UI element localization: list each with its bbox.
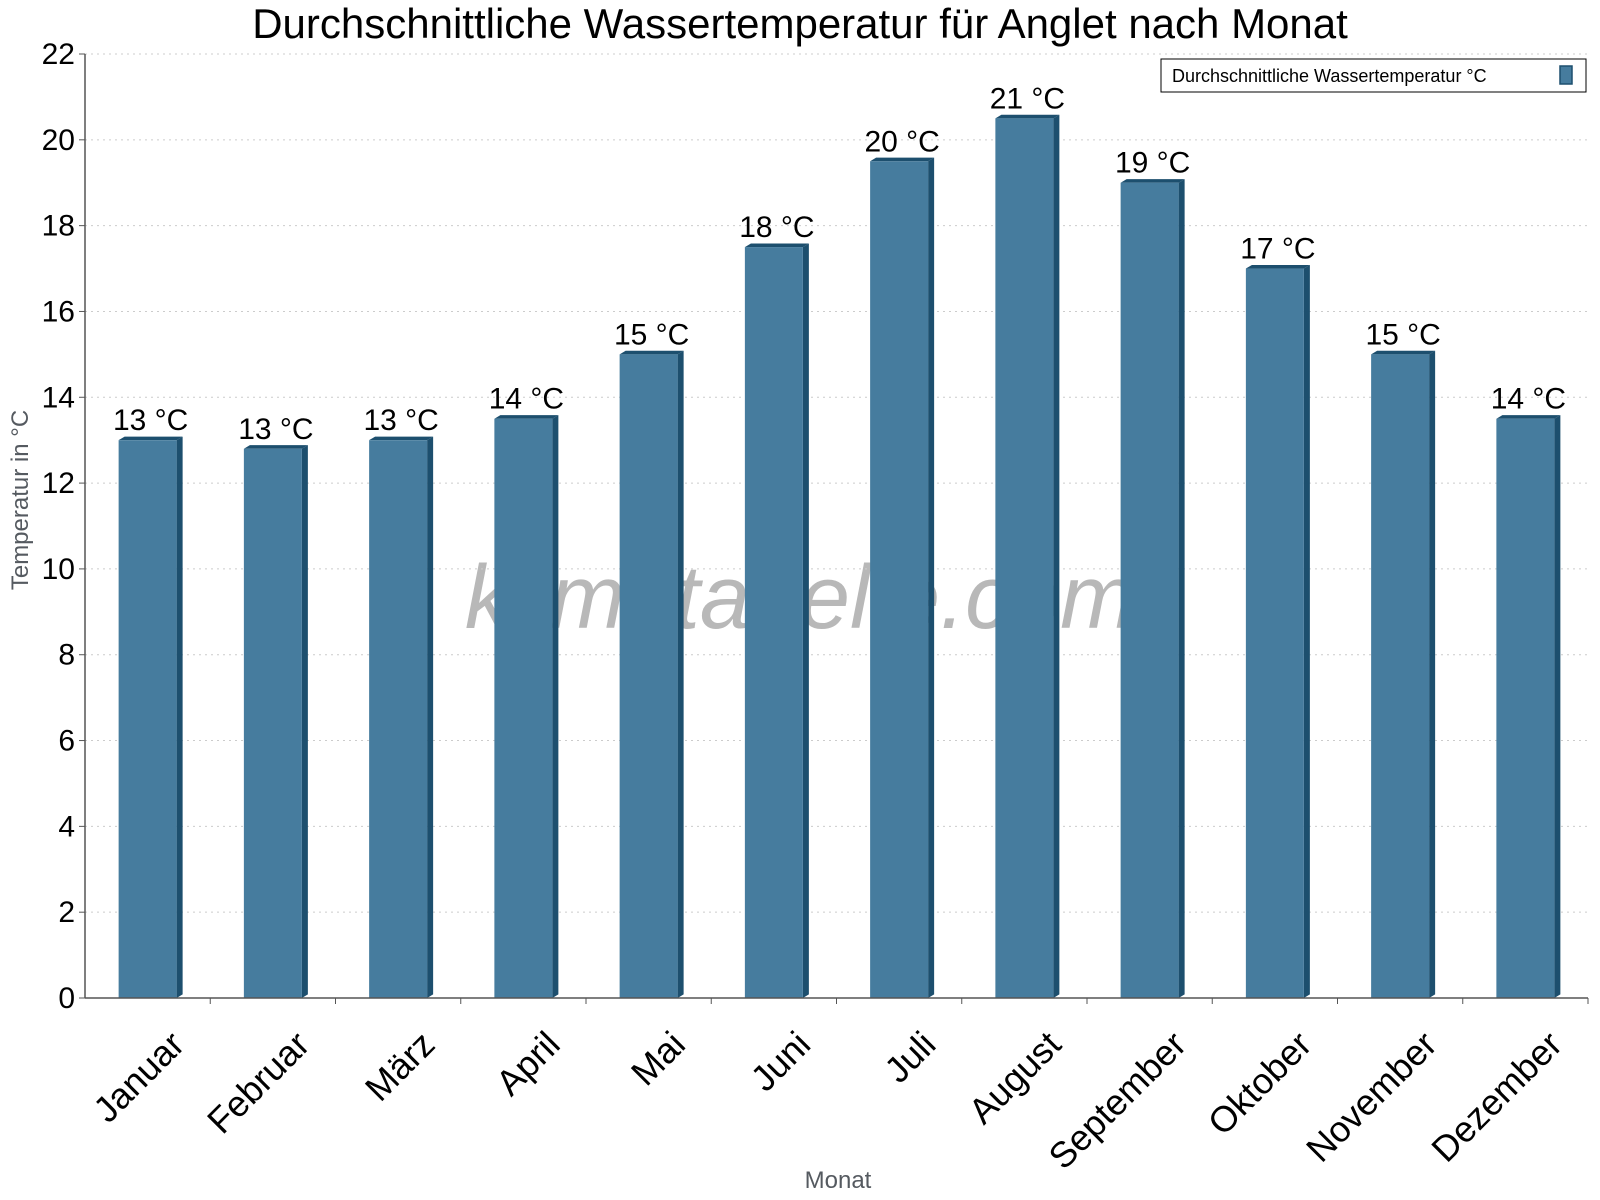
x-tick-label: Juni: [743, 1023, 819, 1099]
bar-top: [494, 415, 559, 419]
x-tick-label: März: [357, 1023, 443, 1109]
data-label: 14 °C: [489, 383, 564, 416]
bar-februar: [243, 445, 308, 998]
x-tick-label: April: [488, 1023, 568, 1103]
y-tick-label: 18: [42, 210, 75, 243]
x-tick-label: Dezember: [1423, 1023, 1569, 1169]
data-label: 13 °C: [113, 404, 188, 437]
bar-side: [427, 436, 434, 999]
legend-label: Durchschnittliche Wassertemperatur °C: [1172, 66, 1487, 86]
y-tick-label: 20: [42, 124, 75, 157]
x-tick-label: November: [1298, 1023, 1444, 1169]
bar-top: [1496, 415, 1561, 419]
bar-side: [176, 436, 183, 999]
data-label: 14 °C: [1491, 383, 1566, 416]
y-tick-label: 8: [58, 639, 75, 672]
data-label: 18 °C: [739, 211, 814, 244]
bar-august: [995, 114, 1060, 999]
bar-oktober: [1245, 264, 1310, 999]
x-tick-label: Februar: [199, 1023, 317, 1141]
bar-side: [928, 157, 935, 998]
y-tick-label: 6: [58, 725, 75, 758]
data-label: 17 °C: [1240, 233, 1315, 266]
bar-side: [301, 445, 308, 998]
data-label: 15 °C: [1365, 318, 1440, 351]
data-label: 21 °C: [990, 82, 1065, 115]
bar-top: [118, 436, 183, 441]
bar-face: [1371, 354, 1430, 998]
bar-face: [619, 354, 678, 998]
bar-face: [1245, 268, 1304, 999]
axes: [79, 53, 1589, 1004]
data-label: 15 °C: [614, 318, 689, 351]
grid-lines: [85, 53, 1588, 913]
bar-side: [552, 415, 559, 998]
y-tick-label: 12: [42, 467, 75, 500]
bar-top: [1371, 350, 1436, 355]
bar-face: [494, 418, 553, 998]
x-tick-label: September: [1040, 1023, 1194, 1177]
legend-swatch: [1559, 65, 1573, 85]
bar-top: [619, 350, 684, 355]
bar-mai: [619, 350, 684, 998]
bar-face: [995, 118, 1054, 998]
data-label: 20 °C: [864, 125, 939, 158]
bars: [118, 114, 1561, 999]
bar-face: [118, 440, 177, 998]
legend-box: [1160, 58, 1587, 93]
bar-side: [1554, 415, 1561, 998]
y-tick-label: 4: [58, 810, 75, 843]
x-axis-label: Monat: [805, 1167, 872, 1194]
bar-top: [369, 436, 434, 441]
bar-face: [744, 247, 803, 998]
legend: Durchschnittliche Wassertemperatur °C: [1160, 58, 1587, 93]
x-tick-label: Juli: [876, 1023, 943, 1090]
x-tick-label: Januar: [85, 1023, 192, 1130]
data-label: 13 °C: [238, 413, 313, 446]
bar-november: [1371, 350, 1436, 998]
bar-side: [1053, 114, 1060, 999]
bar-face: [870, 161, 929, 999]
y-tick-label: 10: [42, 553, 75, 586]
y-axis-label: Temperatur in °C: [7, 410, 34, 590]
bar-face: [243, 448, 302, 998]
bar-april: [494, 415, 559, 998]
bar-top: [995, 114, 1060, 119]
bar-face: [369, 440, 428, 998]
bar-side: [1178, 179, 1185, 999]
chart-title: Durchschnittliche Wassertemperatur für A…: [252, 0, 1348, 47]
bar-juli: [870, 157, 935, 999]
x-tick-label: Mai: [623, 1023, 693, 1093]
bar-juni: [744, 243, 809, 998]
bar-side: [1429, 350, 1436, 998]
data-label: 13 °C: [363, 404, 438, 437]
bar-side: [677, 350, 684, 998]
y-tick-label: 0: [58, 982, 75, 1015]
data-label: 19 °C: [1115, 147, 1190, 180]
x-tick-label: August: [960, 1023, 1068, 1131]
bar-januar: [118, 436, 183, 999]
bar-top: [744, 243, 809, 248]
bar-dezember: [1496, 415, 1561, 998]
bar-september: [1120, 179, 1185, 999]
bar-side: [1303, 264, 1310, 999]
y-tick-label: 16: [42, 295, 75, 328]
x-tick-label: Oktober: [1200, 1023, 1320, 1143]
y-tick-label: 22: [42, 38, 75, 71]
bar-top: [870, 157, 935, 162]
bar-face: [1496, 418, 1555, 998]
y-tick-label: 14: [42, 381, 75, 414]
bar-top: [243, 445, 308, 449]
bar-face: [1120, 182, 1179, 998]
bar-märz: [369, 436, 434, 999]
bar-top: [1245, 264, 1310, 269]
bar-top: [1120, 179, 1185, 183]
y-tick-label: 2: [58, 896, 75, 929]
bar-side: [802, 243, 809, 998]
